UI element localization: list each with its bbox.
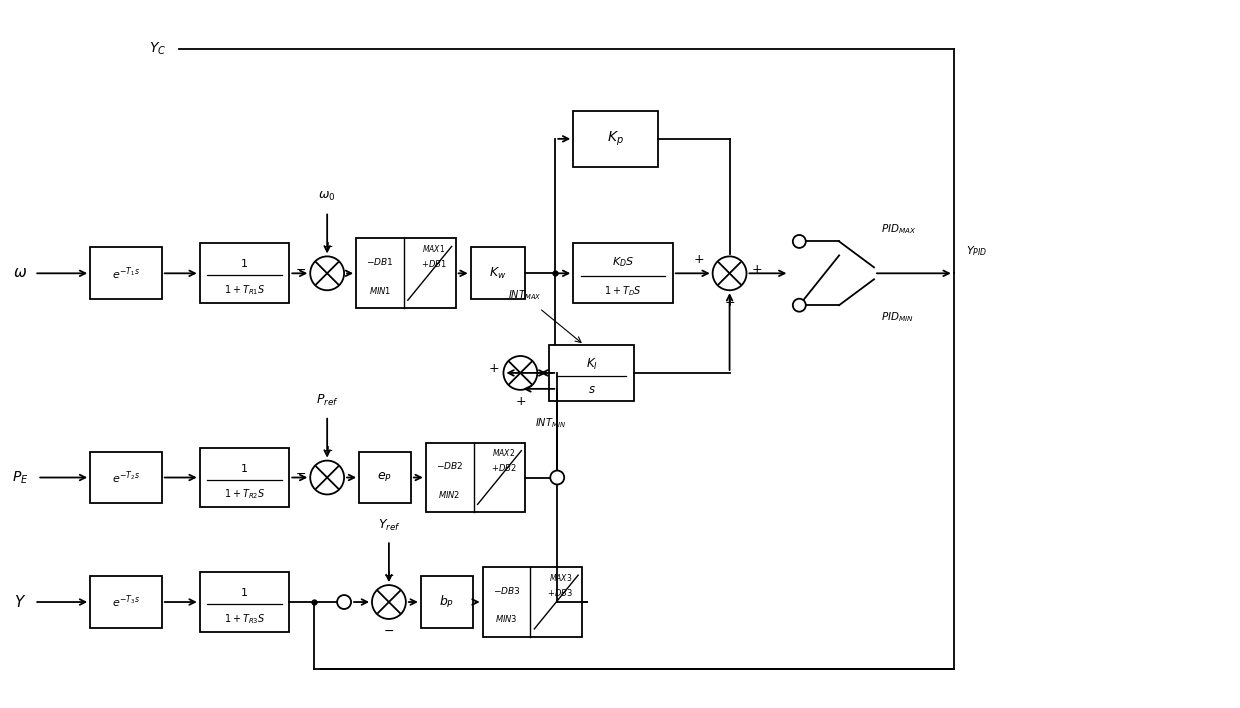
Circle shape	[310, 256, 343, 290]
Bar	[91, 576, 161, 628]
Text: $+$: $+$	[321, 240, 332, 253]
Text: $+$: $+$	[515, 395, 526, 409]
Text: $e^{-T_1 s}$: $e^{-T_1 s}$	[112, 265, 140, 282]
Text: $e^{-T_2 s}$: $e^{-T_2 s}$	[112, 469, 140, 486]
Text: $+$: $+$	[751, 263, 763, 276]
Text: $-DB3$: $-DB3$	[492, 585, 521, 595]
Text: $MIN2$: $MIN2$	[439, 489, 461, 500]
Circle shape	[503, 356, 537, 390]
Text: $INT_{MIN}$: $INT_{MIN}$	[536, 416, 567, 430]
Bar	[482, 567, 582, 637]
Circle shape	[310, 461, 343, 494]
Bar	[573, 111, 658, 167]
Text: $PID_{MIN}$: $PID_{MIN}$	[880, 310, 914, 324]
Text: $+DB2$: $+DB2$	[491, 462, 516, 473]
Text: $1+T_D S$: $1+T_D S$	[604, 285, 642, 298]
Circle shape	[551, 471, 564, 484]
Text: $-$: $-$	[295, 467, 306, 480]
Bar	[200, 572, 289, 632]
Bar	[425, 442, 526, 513]
Text: $+$: $+$	[321, 444, 332, 457]
Bar	[91, 247, 161, 299]
Text: $K_w$: $K_w$	[490, 266, 507, 281]
Circle shape	[337, 595, 351, 609]
Text: $b_P$: $b_P$	[439, 594, 454, 610]
Bar	[420, 576, 472, 628]
Text: $MIN1$: $MIN1$	[368, 285, 391, 296]
Circle shape	[792, 235, 806, 248]
Text: $INT_{MAX}$: $INT_{MAX}$	[507, 288, 541, 302]
Text: $1+T_{R2}S$: $1+T_{R2}S$	[223, 488, 265, 501]
Text: $MIN3$: $MIN3$	[495, 613, 518, 624]
Text: $K_D S$: $K_D S$	[611, 256, 634, 269]
Text: $-$: $-$	[295, 263, 306, 276]
Text: $-$: $-$	[383, 624, 394, 637]
Text: $-DB1$: $-DB1$	[366, 256, 394, 267]
Text: $PID_{MAX}$: $PID_{MAX}$	[880, 222, 916, 236]
Text: $MAX3$: $MAX3$	[548, 571, 572, 583]
Text: $Y_C$: $Y_C$	[149, 41, 166, 57]
Text: $+$: $+$	[383, 569, 394, 582]
Bar	[471, 247, 526, 299]
Text: $1+T_{R1}S$: $1+T_{R1}S$	[223, 283, 265, 297]
Text: $K_p$: $K_p$	[608, 130, 624, 148]
Text: $1$: $1$	[241, 586, 248, 598]
Text: $+$: $+$	[693, 253, 704, 266]
Text: $P_{ref}$: $P_{ref}$	[316, 393, 339, 409]
Text: $s$: $s$	[588, 383, 595, 396]
Text: $MAX2$: $MAX2$	[492, 447, 515, 458]
Text: $+$: $+$	[724, 296, 735, 309]
Bar	[360, 452, 410, 503]
Text: $\omega$: $\omega$	[14, 266, 27, 280]
Text: $+DB3$: $+DB3$	[547, 586, 573, 598]
Text: $1$: $1$	[241, 462, 248, 474]
Text: $+DB1$: $+DB1$	[420, 258, 446, 269]
Text: $e^{-T_3 s}$: $e^{-T_3 s}$	[112, 594, 140, 610]
Circle shape	[713, 256, 746, 290]
Text: $P_E$: $P_E$	[12, 469, 29, 486]
Text: $K_I$: $K_I$	[585, 356, 598, 372]
Text: $+$: $+$	[487, 362, 500, 375]
Bar	[200, 447, 289, 508]
Text: $e_P$: $e_P$	[377, 471, 392, 484]
Bar	[549, 345, 634, 401]
Bar	[200, 244, 289, 303]
Text: $Y$: $Y$	[14, 594, 26, 610]
Bar	[91, 452, 161, 503]
Text: $-DB2$: $-DB2$	[436, 460, 464, 471]
Text: $Y_{PID}$: $Y_{PID}$	[966, 244, 987, 258]
Text: $1$: $1$	[241, 257, 248, 269]
Circle shape	[792, 299, 806, 312]
Text: $Y_{ref}$: $Y_{ref}$	[377, 518, 401, 533]
Circle shape	[372, 585, 405, 619]
Text: $1+T_{R3}S$: $1+T_{R3}S$	[223, 612, 265, 626]
Text: $\omega_0$: $\omega_0$	[319, 190, 336, 203]
Bar	[356, 239, 455, 308]
Bar	[573, 244, 673, 303]
Text: $MAX1$: $MAX1$	[422, 243, 445, 254]
